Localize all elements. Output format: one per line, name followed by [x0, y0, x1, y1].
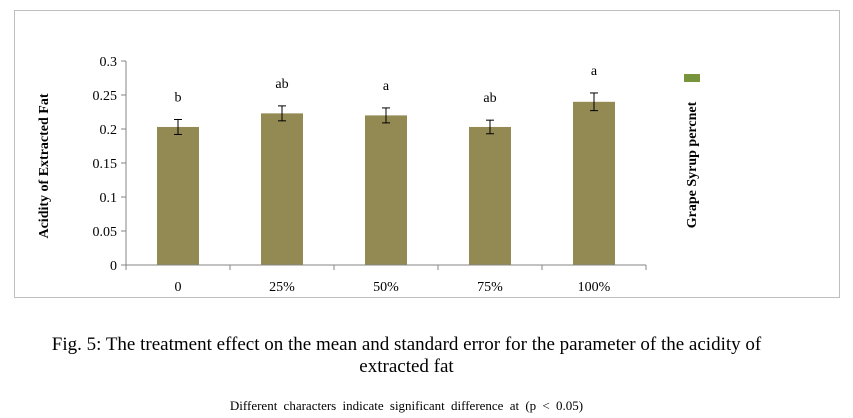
- y-tick-label: 0.25: [93, 89, 118, 104]
- x-tick-label: 0: [175, 280, 182, 295]
- x-axis-ticks: 0 25% 50% 75% 100%: [125, 265, 647, 295]
- bar: [469, 126, 511, 266]
- bar: [573, 101, 615, 265]
- bar: [261, 113, 303, 265]
- legend-label: Grape Syrup percnet: [685, 101, 700, 228]
- y-axis-title: Acidity of Extracted Fat: [37, 93, 52, 238]
- x-tick-label: 50%: [373, 280, 399, 295]
- y-tick-label: 0.3: [100, 55, 118, 70]
- significance-letter: b: [175, 90, 182, 105]
- y-axis-ticks: 0 0.05 0.1 0.15 0.2 0.25 0.3: [93, 55, 126, 274]
- bars: b ab a ab a: [157, 64, 615, 266]
- caption-line-1: Fig. 5: The treatment effect on the mean…: [51, 334, 762, 355]
- y-tick-label: 0.15: [93, 157, 118, 172]
- y-tick-label: 0.1: [100, 191, 118, 206]
- legend-swatch: [684, 74, 700, 82]
- bar: [365, 115, 407, 266]
- significance-letter: a: [591, 64, 598, 79]
- chart-area: 0 0.05 0.1 0.15 0.2 0.25 0.3 b ab a ab a 0 25% 50% 75…: [14, 10, 840, 298]
- figure-caption: Fig. 5: The treatment effect on the mean…: [0, 334, 813, 378]
- figure-footnote: Different characters indicate significan…: [229, 398, 584, 413]
- significance-letter: a: [383, 79, 390, 94]
- x-tick-label: 25%: [269, 280, 295, 295]
- x-tick-label: 75%: [477, 280, 503, 295]
- significance-letter: ab: [275, 77, 288, 92]
- x-tick-label: 100%: [578, 280, 611, 295]
- y-tick-label: 0.2: [100, 123, 118, 138]
- caption-line-2: extracted fat: [359, 356, 454, 377]
- significance-letter: ab: [483, 91, 496, 106]
- bar-chart: 0 0.05 0.1 0.15 0.2 0.25 0.3 b ab a ab a 0 25% 50% 75…: [37, 55, 700, 295]
- bar: [157, 126, 199, 266]
- y-tick-label: 0: [110, 259, 117, 274]
- y-tick-label: 0.05: [93, 225, 118, 240]
